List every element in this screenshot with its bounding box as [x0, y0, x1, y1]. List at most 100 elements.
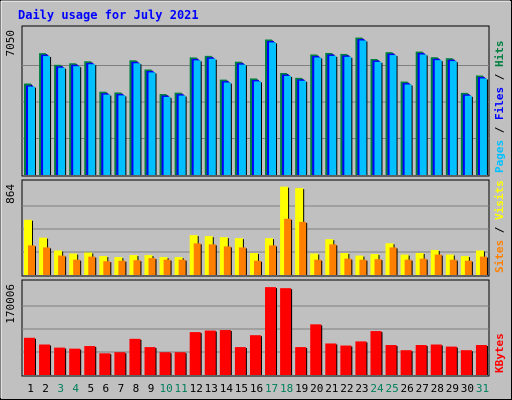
panel-kbytes: 170006: [4, 279, 490, 377]
day-label-15: 15: [235, 382, 248, 395]
day-label-13: 13: [205, 382, 218, 395]
day-label-3: 3: [57, 382, 64, 395]
bar-sites-day-15: [238, 247, 246, 275]
day-label-11: 11: [175, 382, 188, 395]
day-label-14: 14: [220, 382, 234, 395]
bar-kbytes-day-5: [84, 346, 96, 375]
day-label-22: 22: [340, 382, 353, 395]
bar-sites-day-7: [118, 260, 126, 275]
bar-kbytes-day-3: [54, 347, 66, 375]
day-label-4: 4: [72, 382, 79, 395]
bar-pages-day-21: [329, 55, 337, 175]
bar-sites-day-26: [404, 259, 412, 275]
legend-separator: /: [493, 120, 506, 140]
bar-kbytes-day-26: [400, 350, 412, 375]
bar-pages-day-4: [73, 66, 81, 175]
bar-sites-day-19: [299, 221, 307, 275]
day-label-17: 17: [265, 382, 278, 395]
bar-pages-day-19: [299, 80, 307, 175]
bar-pages-day-25: [389, 55, 397, 175]
day-label-19: 19: [295, 382, 308, 395]
bar-kbytes-day-25: [385, 345, 397, 375]
bar-sites-day-22: [344, 258, 352, 275]
bar-kbytes-day-19: [295, 347, 307, 375]
bar-kbytes-day-16: [249, 335, 261, 375]
bar-kbytes-day-10: [159, 352, 171, 375]
day-label-18: 18: [280, 382, 293, 395]
day-label-6: 6: [103, 382, 110, 395]
legend-kbytes: KBytes: [493, 333, 506, 373]
day-label-28: 28: [431, 382, 444, 395]
day-label-30: 30: [461, 382, 474, 395]
bar-kbytes-day-23: [355, 341, 367, 375]
bar-sites-day-24: [374, 259, 382, 275]
day-label-2: 2: [42, 382, 49, 395]
bar-pages-day-10: [163, 96, 171, 175]
bar-kbytes-day-30: [460, 350, 472, 375]
bar-sites-day-23: [359, 259, 367, 275]
bar-kbytes-day-6: [99, 353, 111, 375]
day-label-27: 27: [416, 382, 429, 395]
bar-sites-day-16: [253, 260, 261, 275]
day-label-24: 24: [370, 382, 384, 395]
bar-pages-day-20: [314, 57, 322, 175]
legend-visits: Visits: [493, 180, 506, 220]
chart-title: Daily usage for July 2021: [18, 8, 199, 22]
bar-pages-day-30: [464, 95, 472, 175]
bar-sites-day-13: [208, 244, 216, 275]
bar-pages-day-2: [43, 56, 51, 175]
bar-sites-day-30: [464, 260, 472, 275]
bar-sites-day-9: [148, 258, 156, 275]
legend-pages: Pages: [493, 140, 506, 173]
bar-pages-day-18: [284, 75, 292, 175]
day-label-25: 25: [385, 382, 398, 395]
day-axis: 1 2 3 4 5 6 7 8 9 10 11 12 13 14 15 16 17 18 19 20 21 22 23 24 2…: [27, 382, 489, 395]
bar-kbytes-day-17: [265, 287, 277, 375]
bar-sites-day-4: [73, 259, 81, 275]
day-label-31: 31: [476, 382, 489, 395]
day-label-20: 20: [310, 382, 323, 395]
legend-separator: /: [493, 67, 506, 87]
bar-pages-day-23: [359, 40, 367, 175]
bar-pages-day-28: [434, 60, 442, 175]
bar-pages-day-22: [344, 56, 352, 175]
bar-sites-day-18: [284, 218, 292, 275]
bar-sites-day-5: [88, 256, 96, 275]
bar-kbytes-day-13: [204, 330, 216, 375]
bar-pages-day-3: [58, 67, 66, 175]
bar-pages-day-8: [133, 63, 141, 175]
bar-pages-day-1: [28, 86, 35, 175]
bar-kbytes-day-22: [340, 345, 352, 375]
legend-visits-sites: Sites / Visits: [493, 180, 506, 273]
day-label-7: 7: [118, 382, 125, 395]
bar-kbytes-day-24: [370, 331, 382, 375]
bar-sites-day-28: [434, 254, 442, 275]
bar-sites-day-11: [178, 259, 186, 275]
bar-sites-day-6: [103, 261, 111, 275]
bar-pages-day-27: [419, 54, 427, 175]
bar-kbytes-day-7: [114, 352, 126, 375]
bar-sites-day-2: [43, 247, 51, 275]
bar-kbytes-day-1: [24, 337, 35, 375]
panel-max-label: 7050: [4, 30, 17, 57]
bar-sites-day-14: [223, 246, 231, 275]
bar-kbytes-day-12: [189, 332, 201, 375]
bar-pages-day-24: [374, 61, 382, 175]
panel-visits-sites: 864: [4, 179, 490, 277]
legend-hits-files-pages: Pages / Files / Hits: [493, 41, 506, 174]
bar-kbytes-day-28: [430, 344, 442, 375]
bar-kbytes-day-15: [234, 347, 246, 375]
day-label-12: 12: [190, 382, 203, 395]
bar-sites-day-17: [269, 245, 277, 275]
bar-sites-day-25: [389, 247, 397, 275]
panel-max-label: 864: [4, 184, 17, 204]
bar-pages-day-29: [449, 61, 457, 176]
bar-pages-day-31: [479, 78, 487, 175]
bar-kbytes-day-11: [174, 352, 186, 375]
bar-sites-day-31: [479, 256, 487, 275]
bar-kbytes-day-31: [475, 345, 487, 375]
day-label-9: 9: [148, 382, 155, 395]
day-label-10: 10: [159, 382, 172, 395]
bar-pages-day-16: [253, 81, 261, 175]
